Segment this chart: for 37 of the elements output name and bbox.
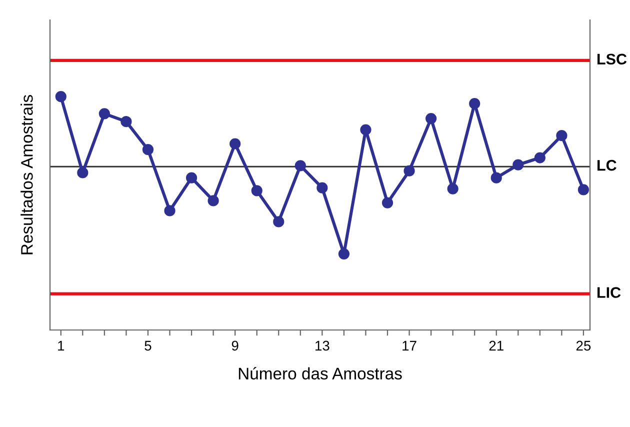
x-tick-label: 25 bbox=[576, 340, 591, 351]
point bbox=[230, 138, 241, 150]
ref-line-label: LSC bbox=[598, 54, 627, 65]
point bbox=[447, 183, 458, 194]
x-tick-label: 17 bbox=[402, 340, 416, 350]
point bbox=[534, 152, 546, 164]
ref-line-label: LC bbox=[598, 160, 616, 171]
point bbox=[294, 160, 306, 172]
x-tick-label: 9 bbox=[232, 340, 238, 351]
point bbox=[512, 159, 524, 170]
point bbox=[55, 91, 66, 102]
x-axis-title: Número das Amostras bbox=[238, 367, 402, 380]
point bbox=[164, 205, 176, 216]
point bbox=[382, 197, 394, 208]
point bbox=[120, 116, 132, 128]
point bbox=[142, 144, 154, 156]
point bbox=[469, 98, 480, 110]
point bbox=[360, 124, 372, 136]
point bbox=[77, 167, 88, 178]
point bbox=[578, 184, 590, 196]
point bbox=[186, 172, 198, 184]
point bbox=[316, 182, 328, 194]
point bbox=[273, 216, 284, 228]
point bbox=[404, 165, 415, 176]
point bbox=[425, 112, 437, 124]
point bbox=[556, 130, 568, 142]
x-tick-label: 1 bbox=[58, 340, 64, 350]
x-tick-label: 21 bbox=[489, 340, 504, 350]
ref-line-label: LIC bbox=[598, 287, 621, 298]
point bbox=[98, 108, 110, 120]
point bbox=[490, 172, 502, 184]
x-tick-label: 13 bbox=[316, 340, 330, 351]
y-axis-title: Resultados Amostrais bbox=[20, 95, 33, 254]
point bbox=[338, 248, 350, 260]
point bbox=[251, 185, 262, 196]
x-tick-label: 5 bbox=[144, 340, 152, 351]
point bbox=[208, 195, 219, 206]
